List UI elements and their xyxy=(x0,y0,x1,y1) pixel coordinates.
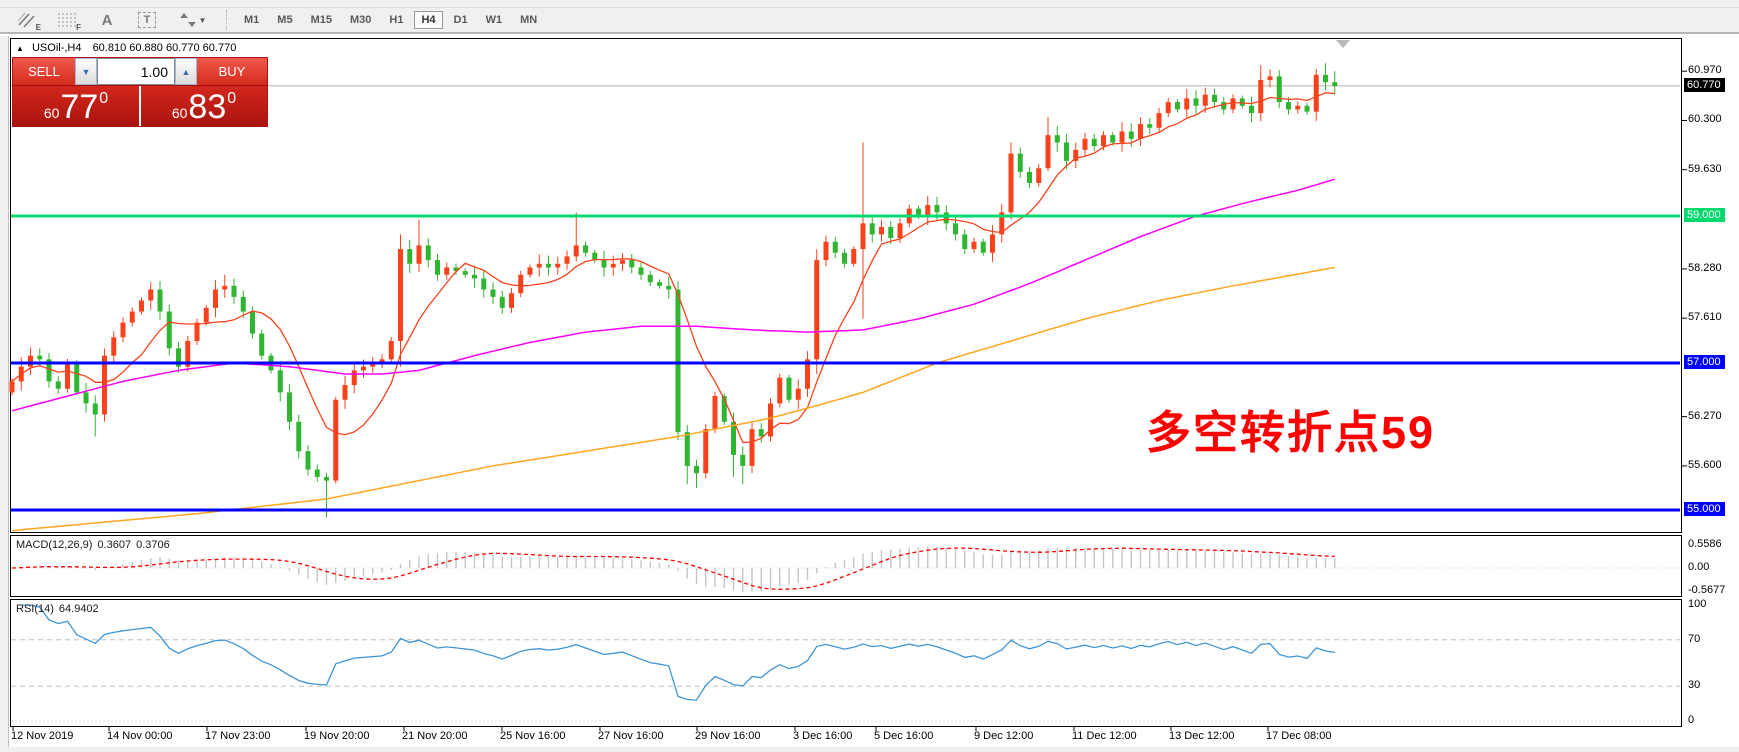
sell-button[interactable]: SELL xyxy=(13,58,75,85)
icon-letter: E xyxy=(35,23,41,32)
price-axis[interactable]: 60.970 60.300 59.630 58.280 57.610 56.270 55.6… xyxy=(1682,36,1739,736)
icon-letter: F xyxy=(76,23,81,32)
price-tick-label: 58.280 xyxy=(1688,261,1722,274)
time-tick-label: 21 Nov 20:00 xyxy=(402,730,468,742)
main-toolbar: E F A T ▼ M1 M5 M15 M30 H1 H4 D1 W1 MN xyxy=(0,8,1739,34)
timeframe-button-m30[interactable]: M30 xyxy=(349,14,372,26)
time-axis[interactable]: 12 Nov 2019 14 Nov 00:00 17 Nov 23:00 19 No… xyxy=(0,727,1739,747)
timeframe-button-h1[interactable]: H1 xyxy=(389,14,404,26)
price-tick-label: 60.300 xyxy=(1688,113,1722,126)
rsi-panel[interactable] xyxy=(10,599,1682,727)
chart-text-annotation: 多空转折点59 xyxy=(1146,407,1436,458)
time-tick-label: 17 Dec 08:00 xyxy=(1266,730,1332,742)
rsi-indicator-label: RSI(14) 64.9402 xyxy=(16,603,99,615)
timeframe-button-mn[interactable]: MN xyxy=(520,14,538,26)
symbol-period-label: USOil-,H4 xyxy=(31,42,82,54)
rsi-axis-label: 70 xyxy=(1688,632,1701,645)
equidistant-channel-icon[interactable]: E xyxy=(14,10,41,32)
time-tick-label: 9 Dec 12:00 xyxy=(974,730,1034,742)
collapse-arrow-icon[interactable]: ▲ xyxy=(16,44,24,53)
sell-price-display[interactable]: 60 77 0 xyxy=(13,86,139,126)
rsi-axis-label: 30 xyxy=(1688,679,1701,692)
time-tick-label: 5 Dec 16:00 xyxy=(874,730,934,742)
macd-axis-label: 0.00 xyxy=(1688,561,1710,573)
macd-axis-label: -0.5677 xyxy=(1688,584,1726,597)
timeframe-button-h4[interactable]: H4 xyxy=(414,11,443,29)
time-tick-label: 11 Dec 12:00 xyxy=(1072,730,1137,742)
price-tick-label: 56.270 xyxy=(1688,409,1722,422)
timeframe-button-m5[interactable]: M5 xyxy=(277,14,293,26)
price-box-59.000: 59.000 xyxy=(1684,208,1725,222)
rsi-axis-label: 0 xyxy=(1688,714,1695,726)
window-top-edge xyxy=(0,0,1739,8)
time-tick-label: 13 Dec 12:00 xyxy=(1169,730,1235,742)
price-tick-label: 60.970 xyxy=(1688,64,1722,77)
buy-button[interactable]: BUY xyxy=(197,58,267,85)
time-tick-label: 17 Nov 23:00 xyxy=(205,730,271,742)
timeframe-button-d1[interactable]: D1 xyxy=(453,14,468,26)
arrow-objects-icon[interactable]: ▼ xyxy=(174,10,212,30)
price-tick-label: 57.610 xyxy=(1688,311,1722,324)
timeframe-button-m1[interactable]: M1 xyxy=(244,14,260,26)
price-box-57.000: 57.000 xyxy=(1684,355,1725,369)
window-left-edge xyxy=(0,36,9,752)
arrows-glyph xyxy=(179,13,196,27)
volume-input[interactable]: 1.00 xyxy=(97,58,175,85)
buy-price-display[interactable]: 60 83 0 xyxy=(139,86,267,126)
ohlc-quotes: 60.810 60.880 60.770 60.770 xyxy=(92,42,237,54)
fibo-lines-glyph xyxy=(58,13,76,27)
volume-decrease-button[interactable]: ▼ xyxy=(75,58,97,85)
text-label-icon[interactable]: A xyxy=(101,11,113,29)
text-box-icon[interactable]: T xyxy=(134,10,160,30)
chevron-down-icon: ▼ xyxy=(198,15,207,25)
channel-lines-glyph xyxy=(17,12,35,28)
price-tick-label: 55.600 xyxy=(1688,458,1722,471)
chart-header: ▲ USOil-,H4 60.810 60.880 60.770 60.770 xyxy=(16,42,236,54)
one-click-trading-panel: SELL ▼ 1.00 ▲ BUY 60 77 0 60 83 0 xyxy=(12,57,268,127)
timeframe-button-w1[interactable]: W1 xyxy=(485,14,503,26)
timeframe-button-m15[interactable]: M15 xyxy=(310,14,332,26)
time-tick-label: 12 Nov 2019 xyxy=(11,730,74,742)
fibonacci-retracement-icon[interactable]: F xyxy=(54,10,81,32)
volume-increase-button[interactable]: ▲ xyxy=(175,58,197,85)
macd-indicator-label: MACD(12,26,9) 0.3607 0.3706 xyxy=(16,539,170,551)
time-tick-label: 25 Nov 16:00 xyxy=(500,730,566,742)
time-tick-label: 14 Nov 00:00 xyxy=(107,730,173,742)
price-box-60.770: 60.770 xyxy=(1684,77,1725,92)
toolbar-separator xyxy=(226,10,227,30)
price-tick-label: 59.630 xyxy=(1688,162,1722,175)
rsi-axis-label: 100 xyxy=(1688,598,1707,610)
time-tick-label: 3 Dec 16:00 xyxy=(793,730,853,742)
macd-axis-label: 0.5586 xyxy=(1688,537,1722,550)
time-tick-label: 29 Nov 16:00 xyxy=(695,730,761,742)
price-box-55.000: 55.000 xyxy=(1684,502,1725,516)
time-tick-label: 27 Nov 16:00 xyxy=(598,730,664,742)
time-tick-label: 19 Nov 20:00 xyxy=(304,730,370,742)
window-bottom-edge xyxy=(0,747,1739,752)
macd-panel[interactable] xyxy=(10,535,1682,597)
timeframe-group: M1 M5 M15 M30 H1 H4 D1 W1 MN xyxy=(235,11,546,29)
